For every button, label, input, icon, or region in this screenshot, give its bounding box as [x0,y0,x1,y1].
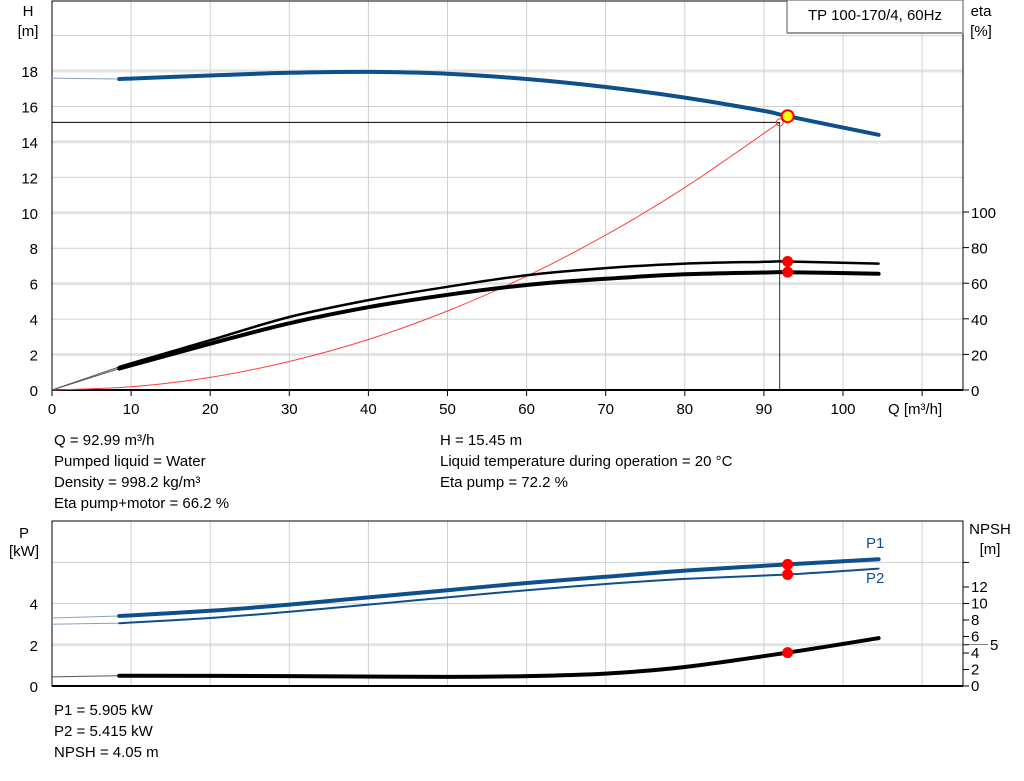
y-tick-label: 16 [21,99,38,116]
p2-curve-extrapolated [51,622,120,625]
x-tick-label: 80 [676,401,693,418]
npsh-tick-label: 8 [971,612,979,629]
eta-pump-motor-duty-point [782,266,794,278]
x-tick-label: 50 [439,401,456,418]
y-tick-label: 0 [30,383,38,400]
x-tick-label: 10 [123,401,140,418]
x-tick-label: 20 [202,401,219,418]
eta-pump-curve [117,260,880,369]
x-tick-label: 70 [597,401,614,418]
y-axis-unit: [m] [18,23,39,40]
p1-curve-extrapolated [51,615,120,619]
chart-title: TP 100-170/4, 60Hz [808,7,942,24]
x-tick-label: 60 [518,401,535,418]
y-tick-label: 4 [30,312,38,329]
x-tick-label: 40 [360,401,377,418]
H-curve-extrapolated [51,77,120,80]
npsh-tick-label: 10 [971,596,988,613]
info-npsh: NPSH = 4.05 m [54,744,159,761]
y2-tick-label: 20 [971,347,988,364]
system-curve [51,121,780,391]
x-tick-label: 0 [48,401,56,418]
y-tick-label: 14 [21,135,38,152]
x-tick-label: 100 [830,401,855,418]
p2-curve [118,567,880,625]
npsh-tick-label: 2 [971,662,979,679]
required-point-marker [775,118,784,127]
H-curve [117,69,881,137]
npsh-tick-label: 6 [971,629,979,646]
y2-tick-label: 100 [971,205,996,222]
p-tick-label: 0 [30,679,38,696]
info-top-left: Q = 92.99 m³/h Pumped liquid = Water Den… [54,430,229,514]
plot-frame [51,0,964,391]
y2-tick-label: 40 [971,312,988,329]
npsh-duty-point [782,647,794,659]
npsh-curve-extrapolated [51,675,120,678]
npsh-tick-label: 0 [971,678,979,695]
info-p2: P2 = 5.415 kW [54,723,153,740]
npsh-tick-label: 4 [971,645,979,662]
x-tick-label: 30 [281,401,298,418]
y-tick-label: 12 [21,170,38,187]
y-axis-label: H [23,3,34,20]
p-axis-unit: [kW] [9,543,39,560]
info-bottom: P1 = 5.905 kW P2 = 5.415 kW NPSH = 4.05 … [54,700,159,763]
p1-duty-point [782,558,794,570]
y2-axis-label: eta [971,3,993,20]
y-tick-label: 18 [21,64,38,81]
y2-tick-label: 0 [971,383,979,400]
npsh-axis-label: NPSH [969,521,1011,538]
y2-tick-label: 60 [971,276,988,293]
p1-curve [117,557,881,618]
info-flow: Q = 92.99 m³/h [54,432,155,449]
y-tick-label: 2 [30,348,38,365]
operating-point-marker [780,109,795,124]
y-tick-label: 8 [30,241,38,258]
npsh-tick-label: 5 [990,637,998,654]
info-eta-pump: Eta pump = 72.2 % [440,474,568,491]
p2-series-label: P2 [866,570,884,587]
info-eta-pump-motor: Eta pump+motor = 66.2 % [54,495,230,512]
info-top-right: H = 15.45 m Liquid temperature during op… [440,430,732,493]
npsh-tick-label: 12 [971,579,988,596]
x-axis-label: Q [m³/h] [888,401,942,418]
eta-pump-duty-point [782,255,794,267]
info-density: Density = 998.2 kg/m³ [54,474,201,491]
p-axis-label: P [19,525,29,542]
info-head: H = 15.45 m [440,432,523,449]
y2-tick-label: 80 [971,241,988,258]
y-tick-label: 10 [21,206,38,223]
npsh-axis-unit: [m] [980,541,1001,558]
p2-duty-point [782,568,794,580]
x-tick-label: 90 [756,401,773,418]
info-liquid: Pumped liquid = Water [54,453,206,470]
y-tick-label: 6 [30,277,38,294]
eta-pump-motor-curve-extrapolated [51,368,120,391]
y2-axis-unit: [%] [970,23,992,40]
p1-series-label: P1 [866,535,884,552]
npsh-curve [117,636,881,679]
info-temperature: Liquid temperature during operation = 20… [440,453,733,470]
eta-pump-motor-curve [117,270,881,371]
p-tick-label: 4 [30,597,38,614]
info-p1: P1 = 5.905 kW [54,702,153,719]
p-tick-label: 2 [30,638,38,655]
